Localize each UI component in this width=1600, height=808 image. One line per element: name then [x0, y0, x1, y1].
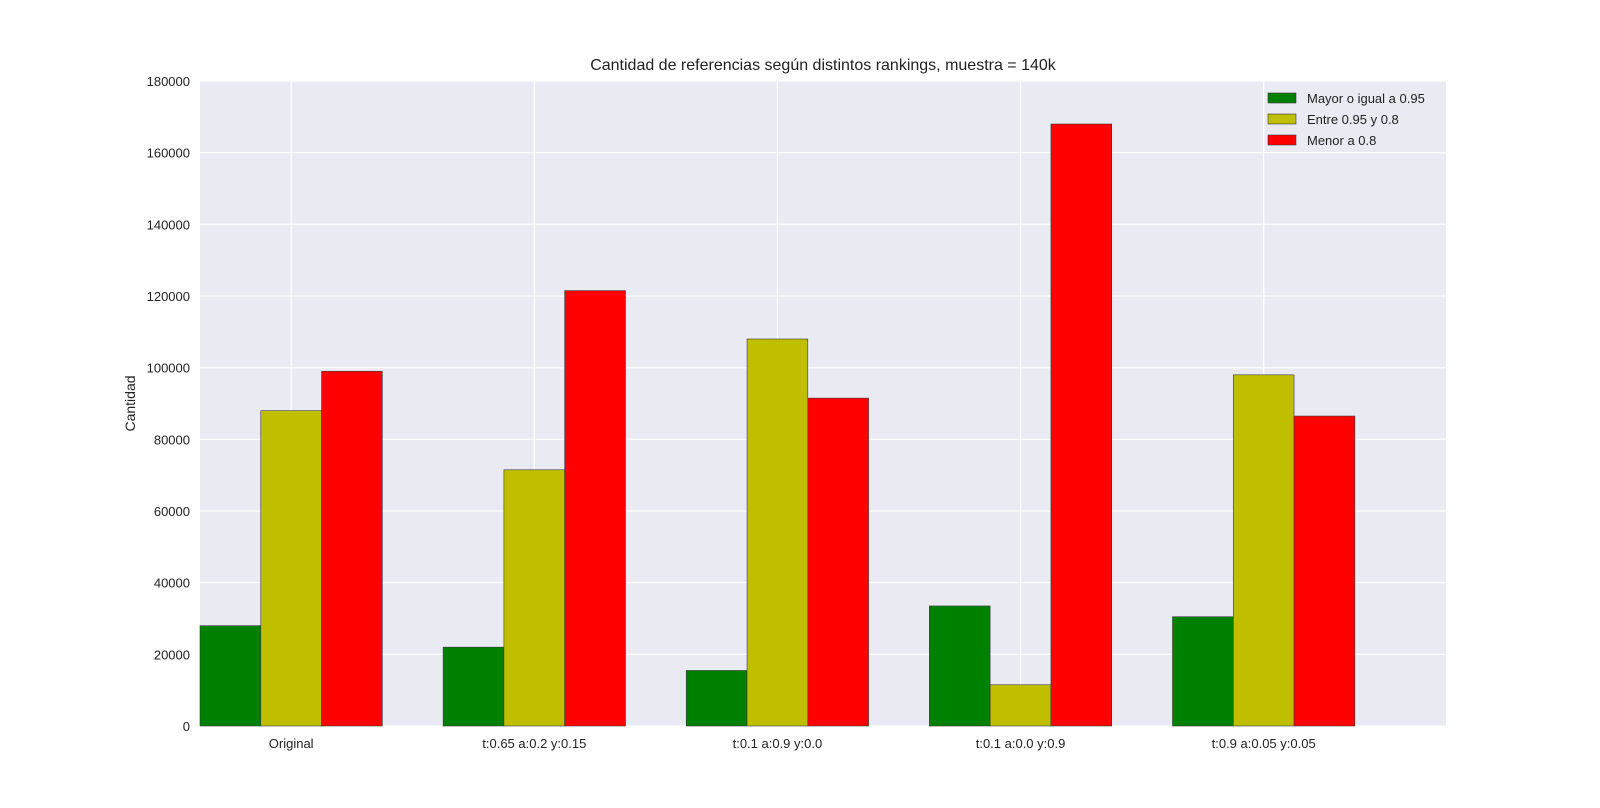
bar: [1293, 415, 1356, 727]
x-tick-label: t:0.1 a:0.0 y:0.9: [976, 736, 1066, 751]
bar: [1172, 616, 1234, 727]
bar: [807, 397, 869, 727]
y-tick-label: 0: [183, 719, 190, 734]
bar: [503, 469, 565, 727]
x-tick-label: t:0.65 a:0.2 y:0.15: [482, 736, 586, 751]
x-tick-label: t:0.1 a:0.9 y:0.0: [733, 736, 823, 751]
y-tick-label: 100000: [147, 361, 190, 376]
y-tick-label: 160000: [147, 146, 190, 161]
bar: [442, 646, 505, 727]
bar: [564, 290, 626, 727]
y-axis-label: Cantidad: [122, 375, 138, 431]
y-tick-label: 80000: [154, 432, 190, 447]
y-tick-label: 60000: [154, 504, 190, 519]
legend-label: Menor a 0.8: [1307, 133, 1376, 148]
bar: [199, 625, 262, 727]
bar: [260, 410, 322, 727]
x-tick-label: t:0.9 a:0.05 y:0.05: [1212, 736, 1316, 751]
legend-label: Entre 0.95 y 0.8: [1307, 112, 1399, 127]
y-tick-label: 40000: [154, 576, 190, 591]
bar: [1050, 123, 1113, 727]
bar: [746, 338, 809, 727]
y-tick-label: 120000: [147, 289, 190, 304]
bar: [929, 605, 991, 727]
bar: [685, 670, 748, 727]
x-tick-labels: Original t:0.65 a:0.2 y:0.15 t:0.1 a:0.9 y…: [269, 736, 1316, 751]
y-tick-label: 140000: [147, 217, 190, 232]
x-tick-label: Original: [269, 736, 314, 751]
y-tick-labels: 0 20000 40000 60000 80000 100000 120000 140000 1…: [147, 74, 190, 734]
chart-title: Cantidad de referencias según distintos …: [590, 57, 1057, 74]
y-tick-label: 20000: [154, 647, 190, 662]
bar: [321, 370, 383, 727]
bar: [1232, 374, 1295, 727]
legend-swatch: [1267, 92, 1297, 104]
legend-swatch: [1267, 134, 1297, 146]
legend: Mayor o igual a 0.95 Entre 0.95 y 0.8 Meno…: [1267, 91, 1425, 148]
bars: [199, 123, 1356, 727]
bar: [989, 684, 1052, 727]
y-tick-label: 180000: [147, 74, 190, 89]
legend-swatch: [1267, 113, 1297, 125]
legend-label: Mayor o igual a 0.95: [1307, 91, 1425, 106]
